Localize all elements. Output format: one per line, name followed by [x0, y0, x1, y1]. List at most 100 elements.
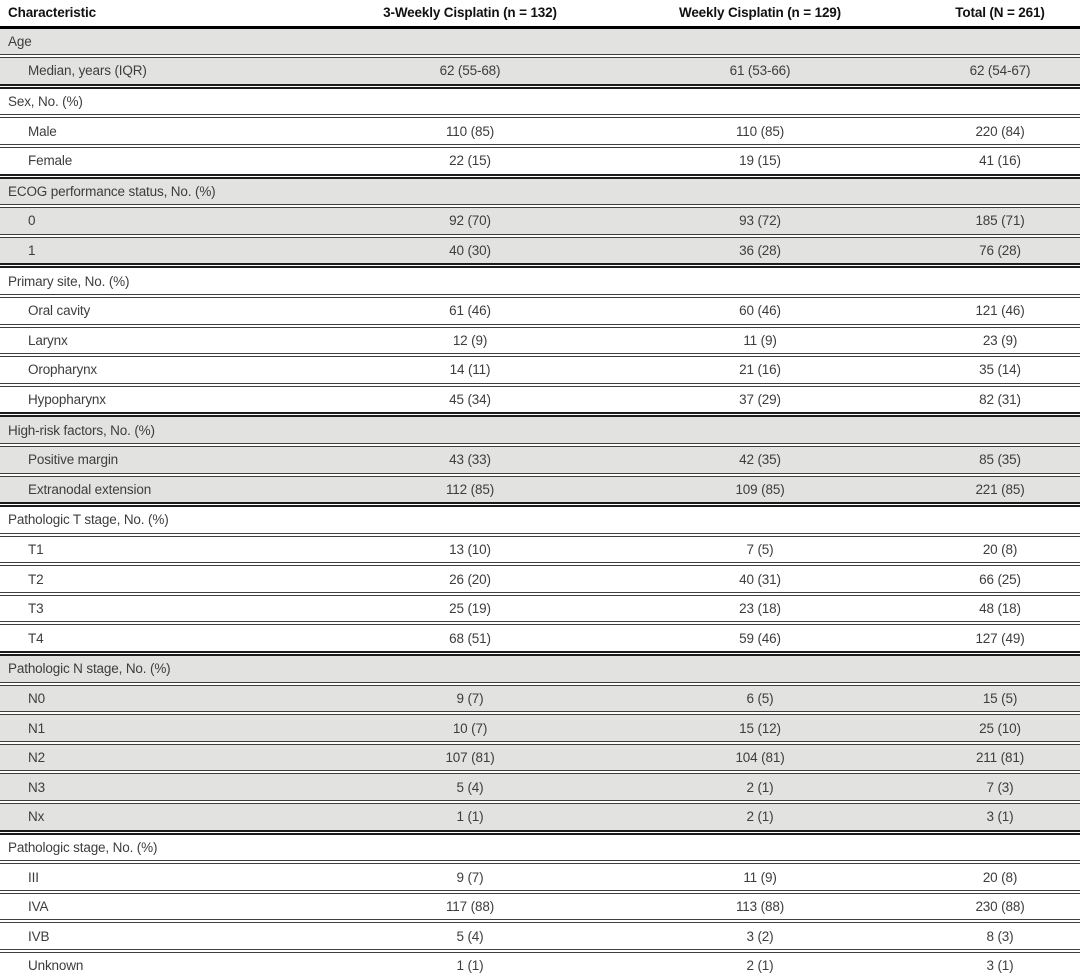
value-cell: 35 (14) [920, 353, 1080, 385]
value-cell: 48 (18) [920, 591, 1080, 624]
value-cell: 112 (85) [340, 472, 600, 505]
section-header-cell: Age [0, 27, 1080, 57]
section-header-cell: ECOG performance status, No. (%) [0, 173, 1080, 207]
value-cell: 23 (18) [600, 591, 920, 624]
table-row: 0 92 (70) 93 (72) 185 (71) [0, 204, 1080, 236]
value-cell: 21 (16) [600, 353, 920, 385]
column-header-1: 3-Weekly Cisplatin (n = 132) [340, 0, 600, 29]
row-label-cell: Extranodal extension [0, 472, 340, 505]
value-cell: 26 (20) [340, 562, 600, 594]
value-cell: 9 (7) [340, 860, 600, 892]
value-cell: 1 (1) [340, 800, 600, 833]
table-row: Male 110 (85) 110 (85) 220 (84) [0, 114, 1080, 146]
value-cell: 11 (9) [600, 323, 920, 356]
row-label-cell: Unknown [0, 949, 340, 979]
row-label-cell: IVA [0, 889, 340, 922]
value-cell: 62 (55-68) [340, 54, 600, 87]
value-cell: 40 (31) [600, 562, 920, 594]
table-row: Oral cavity 61 (46) 60 (46) 121 (46) [0, 293, 1080, 326]
row-label-cell: 0 [0, 204, 340, 236]
value-cell: 5 (4) [340, 770, 600, 803]
value-cell: 110 (85) [340, 114, 600, 146]
section-header-cell: Primary site, No. (%) [0, 263, 1080, 296]
value-cell: 230 (88) [920, 889, 1080, 922]
row-label-cell: Positive margin [0, 442, 340, 475]
value-cell: 127 (49) [920, 621, 1080, 654]
value-cell: 11 (9) [600, 860, 920, 892]
section-header-cell: Sex, No. (%) [0, 83, 1080, 117]
value-cell: 2 (1) [600, 800, 920, 833]
row-label-cell: T1 [0, 532, 340, 565]
value-cell: 110 (85) [600, 114, 920, 146]
row-label-cell: N0 [0, 681, 340, 714]
value-cell: 59 (46) [600, 621, 920, 654]
row-label-cell: N1 [0, 711, 340, 743]
table-row: T1 13 (10) 7 (5) 20 (8) [0, 532, 1080, 565]
value-cell: 14 (11) [340, 353, 600, 385]
row-label-cell: III [0, 860, 340, 892]
row-label-cell: 1 [0, 233, 340, 266]
value-cell: 25 (19) [340, 591, 600, 624]
value-cell: 85 (35) [920, 442, 1080, 475]
value-cell: 2 (1) [600, 770, 920, 803]
value-cell: 76 (28) [920, 233, 1080, 266]
value-cell: 185 (71) [920, 204, 1080, 236]
table-row: IVA 117 (88) 113 (88) 230 (88) [0, 889, 1080, 922]
value-cell: 8 (3) [920, 919, 1080, 951]
section-header-row: High-risk factors, No. (%) [0, 412, 1080, 445]
value-cell: 121 (46) [920, 293, 1080, 326]
value-cell: 61 (53-66) [600, 54, 920, 87]
value-cell: 15 (12) [600, 711, 920, 743]
value-cell: 22 (15) [340, 143, 600, 177]
column-header-0: Characteristic [0, 0, 340, 29]
value-cell: 62 (54-67) [920, 54, 1080, 87]
table-row: Oropharynx 14 (11) 21 (16) 35 (14) [0, 353, 1080, 385]
section-header-row: ECOG performance status, No. (%) [0, 173, 1080, 207]
table-row: N1 10 (7) 15 (12) 25 (10) [0, 711, 1080, 743]
value-cell: 9 (7) [340, 681, 600, 714]
value-cell: 15 (5) [920, 681, 1080, 714]
row-label-cell: Larynx [0, 323, 340, 356]
value-cell: 3 (2) [600, 919, 920, 951]
column-header-2: Weekly Cisplatin (n = 129) [600, 0, 920, 29]
section-header-row: Sex, No. (%) [0, 83, 1080, 117]
value-cell: 61 (46) [340, 293, 600, 326]
row-label-cell: T4 [0, 621, 340, 654]
value-cell: 40 (30) [340, 233, 600, 266]
value-cell: 7 (5) [600, 532, 920, 565]
section-header-row: Pathologic stage, No. (%) [0, 829, 1080, 863]
value-cell: 7 (3) [920, 770, 1080, 803]
value-cell: 6 (5) [600, 681, 920, 714]
value-cell: 25 (10) [920, 711, 1080, 743]
table-row: Nx 1 (1) 2 (1) 3 (1) [0, 800, 1080, 833]
row-label-cell: N3 [0, 770, 340, 803]
value-cell: 211 (81) [920, 740, 1080, 773]
row-label-cell: Oropharynx [0, 353, 340, 385]
value-cell: 82 (31) [920, 382, 1080, 415]
value-cell: 20 (8) [920, 532, 1080, 565]
value-cell: 19 (15) [600, 143, 920, 177]
row-label-cell: IVB [0, 919, 340, 951]
row-label-cell: Oral cavity [0, 293, 340, 326]
table-header-row: Characteristic 3-Weekly Cisplatin (n = 13… [0, 0, 1080, 29]
section-header-cell: Pathologic stage, No. (%) [0, 829, 1080, 863]
table-row: Larynx 12 (9) 11 (9) 23 (9) [0, 323, 1080, 356]
column-header-3: Total (N = 261) [920, 0, 1080, 29]
table-row: Female 22 (15) 19 (15) 41 (16) [0, 143, 1080, 177]
table-row: 1 40 (30) 36 (28) 76 (28) [0, 233, 1080, 266]
value-cell: 60 (46) [600, 293, 920, 326]
value-cell: 37 (29) [600, 382, 920, 415]
row-label-cell: Male [0, 114, 340, 146]
table-row: Positive margin 43 (33) 42 (35) 85 (35) [0, 442, 1080, 475]
value-cell: 41 (16) [920, 143, 1080, 177]
table-row: N3 5 (4) 2 (1) 7 (3) [0, 770, 1080, 803]
row-label-cell: Hypopharynx [0, 382, 340, 415]
section-header-row: Pathologic N stage, No. (%) [0, 651, 1080, 684]
value-cell: 93 (72) [600, 204, 920, 236]
row-label-cell: T2 [0, 562, 340, 594]
value-cell: 66 (25) [920, 562, 1080, 594]
row-label-cell: T3 [0, 591, 340, 624]
value-cell: 68 (51) [340, 621, 600, 654]
value-cell: 10 (7) [340, 711, 600, 743]
value-cell: 13 (10) [340, 532, 600, 565]
